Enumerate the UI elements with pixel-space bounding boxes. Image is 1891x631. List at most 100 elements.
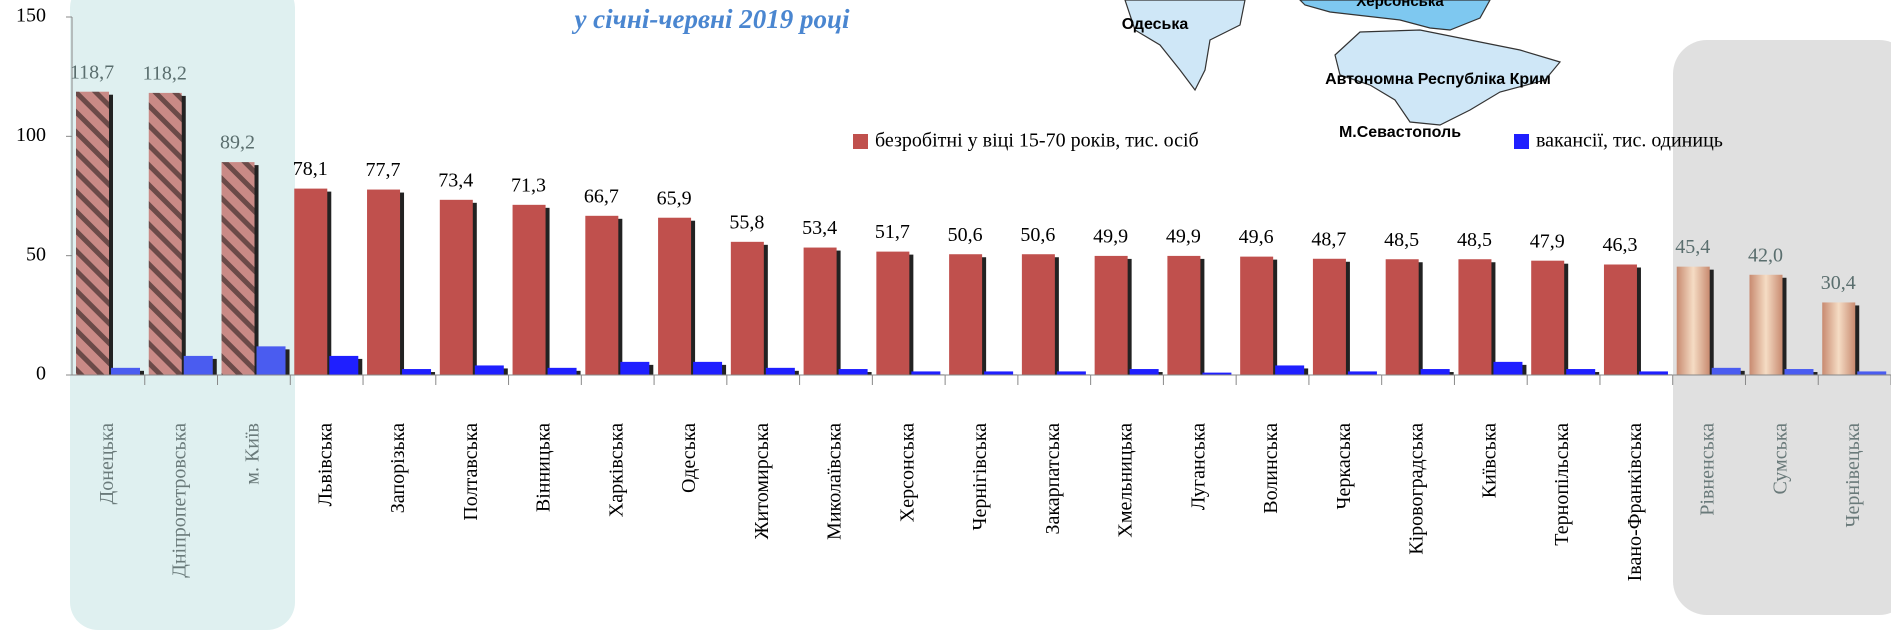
x-tick-label: Тернопільська bbox=[1551, 423, 1573, 546]
bar bbox=[693, 361, 723, 375]
bar bbox=[474, 365, 504, 375]
data-label: 30,4 bbox=[1821, 272, 1856, 294]
x-tick-label: Хмельницька bbox=[1115, 423, 1137, 538]
bar bbox=[1784, 369, 1814, 375]
bar bbox=[1312, 258, 1346, 375]
bar bbox=[1566, 369, 1596, 375]
y-tick-label: 0 bbox=[36, 363, 46, 385]
x-tick-label: Волинська bbox=[1260, 423, 1282, 514]
y-tick-label: 50 bbox=[26, 243, 46, 265]
data-label: 42,0 bbox=[1748, 244, 1783, 266]
bar bbox=[1094, 255, 1128, 375]
bar bbox=[1056, 371, 1086, 375]
data-label: 45,4 bbox=[1675, 236, 1710, 258]
bar bbox=[803, 247, 837, 375]
data-label: 50,6 bbox=[948, 224, 983, 246]
x-tick-label: Черкаська bbox=[1333, 423, 1355, 510]
x-tick-label: Запорізька bbox=[387, 423, 409, 513]
bar bbox=[1638, 371, 1668, 375]
x-tick-label: Львівська bbox=[314, 423, 336, 506]
data-label: 71,3 bbox=[511, 174, 546, 196]
data-label: 46,3 bbox=[1602, 234, 1637, 256]
bar bbox=[876, 251, 910, 375]
legend-swatch bbox=[1514, 134, 1529, 149]
bar bbox=[294, 188, 328, 375]
bar bbox=[111, 367, 140, 375]
data-label: 51,7 bbox=[875, 221, 910, 243]
x-tick-label: Івано-Франківська bbox=[1624, 423, 1646, 581]
data-label: 78,1 bbox=[293, 158, 328, 180]
x-tick-label: Чернівецька bbox=[1842, 423, 1864, 528]
data-label: 65,9 bbox=[657, 187, 692, 209]
data-label: 48,7 bbox=[1311, 228, 1346, 250]
bar bbox=[949, 254, 983, 375]
x-tick-label: Дніпропетровська bbox=[169, 423, 191, 578]
bar bbox=[1167, 255, 1201, 375]
legend-label: вакансії, тис. одиниць bbox=[1536, 130, 1723, 152]
bar bbox=[512, 204, 546, 375]
x-tick-label: м. Київ bbox=[241, 423, 263, 485]
data-label: 47,9 bbox=[1530, 230, 1565, 252]
bar bbox=[620, 361, 650, 375]
bar bbox=[1822, 302, 1856, 375]
x-tick-label: Чернігівська bbox=[969, 423, 991, 531]
y-tick-label: 150 bbox=[16, 5, 46, 27]
map-label: Херсонська bbox=[1356, 0, 1444, 10]
legend-swatch bbox=[853, 134, 868, 149]
bar bbox=[76, 91, 109, 375]
data-label: 89,2 bbox=[220, 132, 255, 154]
data-label: 66,7 bbox=[584, 185, 619, 207]
bar bbox=[1603, 264, 1637, 375]
x-tick-label: Донецька bbox=[96, 423, 118, 504]
data-label: 49,9 bbox=[1166, 225, 1201, 247]
bar bbox=[367, 189, 401, 375]
y-tick-label: 100 bbox=[16, 124, 46, 146]
bar bbox=[148, 92, 182, 376]
bar bbox=[1347, 371, 1377, 375]
bar bbox=[1202, 372, 1232, 375]
data-label: 49,6 bbox=[1239, 226, 1274, 248]
data-label: 118,2 bbox=[143, 62, 187, 84]
map-label: М.Севастополь bbox=[1339, 124, 1461, 141]
bar bbox=[1676, 266, 1710, 375]
x-tick-label: Житомирська bbox=[751, 423, 773, 539]
bar bbox=[439, 199, 473, 375]
data-label: 48,5 bbox=[1384, 229, 1419, 251]
x-tick-label: Кіровоградська bbox=[1406, 423, 1428, 555]
bar bbox=[1711, 367, 1741, 375]
bar bbox=[658, 217, 692, 375]
bar bbox=[221, 162, 255, 375]
bar bbox=[1493, 361, 1523, 375]
chart-subtitle: у січні-червні 2019 році bbox=[571, 4, 850, 34]
bar bbox=[911, 371, 941, 375]
x-tick-label: Харківська bbox=[605, 423, 627, 517]
legend-label: безробітні у віці 15-70 років, тис. осіб bbox=[875, 130, 1199, 152]
map-fragment bbox=[1124, 0, 1562, 126]
x-tick-label: Херсонська bbox=[896, 423, 918, 522]
bar bbox=[765, 367, 795, 375]
map-label: Одеська bbox=[1122, 16, 1189, 33]
bar bbox=[838, 369, 868, 375]
bar bbox=[1458, 259, 1492, 375]
data-label: 77,7 bbox=[366, 159, 401, 181]
bar bbox=[1275, 365, 1305, 375]
bar bbox=[1240, 256, 1274, 375]
bar bbox=[585, 215, 619, 375]
bar bbox=[984, 371, 1014, 375]
bar bbox=[329, 355, 359, 375]
bar bbox=[730, 241, 764, 375]
x-tick-label: Київська bbox=[1478, 423, 1500, 498]
data-label: 73,4 bbox=[438, 169, 473, 191]
data-label: 118,7 bbox=[70, 61, 114, 83]
bar bbox=[1021, 254, 1055, 375]
map-label: Автономна Республіка Крим bbox=[1325, 71, 1551, 88]
x-tick-label: Одеська bbox=[678, 423, 700, 493]
bar bbox=[1857, 371, 1887, 375]
x-tick-label: Закарпатська bbox=[1042, 423, 1064, 535]
data-label: 49,9 bbox=[1093, 225, 1128, 247]
bar bbox=[1129, 369, 1159, 375]
bar bbox=[256, 346, 286, 375]
x-tick-label: Луганська bbox=[1187, 423, 1209, 510]
x-tick-label: Вінницька bbox=[533, 423, 555, 512]
